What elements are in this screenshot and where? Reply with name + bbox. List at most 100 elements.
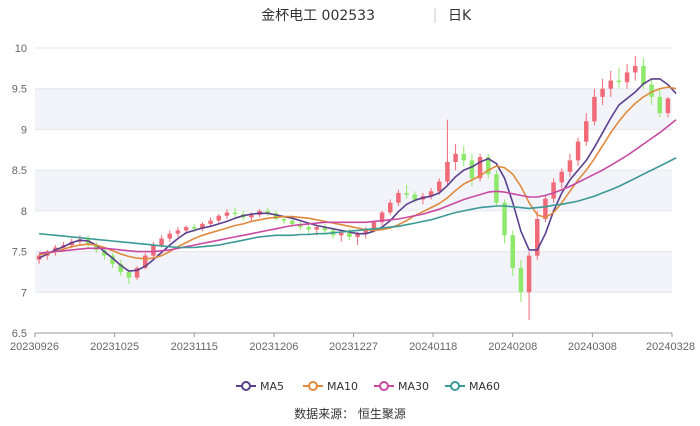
candle bbox=[437, 178, 442, 195]
candle-body bbox=[216, 215, 221, 221]
candle bbox=[567, 153, 573, 177]
candle-body bbox=[102, 249, 107, 256]
candle-body bbox=[600, 88, 605, 97]
candle bbox=[232, 207, 238, 218]
x-tick-label: 20231115 bbox=[171, 341, 218, 353]
candle-body bbox=[306, 227, 311, 230]
y-tick-label: 8 bbox=[21, 206, 27, 218]
candle bbox=[559, 168, 564, 189]
candle bbox=[273, 210, 279, 221]
candle-body bbox=[445, 162, 450, 182]
candle-body bbox=[314, 227, 319, 230]
candle bbox=[624, 64, 630, 89]
candle bbox=[118, 259, 123, 276]
candle bbox=[469, 153, 475, 187]
legend-item-ma5[interactable]: MA5 bbox=[236, 380, 284, 393]
legend-marker-icon bbox=[450, 381, 460, 391]
candle-body bbox=[273, 213, 279, 219]
candle bbox=[510, 230, 515, 276]
candle-body bbox=[298, 223, 303, 228]
candle-body bbox=[151, 245, 156, 256]
candle bbox=[396, 189, 401, 206]
candle-body bbox=[641, 65, 646, 85]
candle-body bbox=[494, 174, 499, 203]
candle-body bbox=[567, 160, 573, 172]
candle-body bbox=[469, 160, 475, 179]
x-tick-label: 20240328 bbox=[646, 341, 695, 353]
legend-marker-icon bbox=[379, 381, 389, 391]
ma30-line bbox=[39, 119, 677, 254]
y-tick-label: 8.5 bbox=[12, 165, 27, 177]
ma5-line bbox=[38, 78, 677, 272]
candle-body bbox=[616, 80, 622, 83]
candle bbox=[657, 88, 662, 118]
candle-body bbox=[322, 227, 328, 231]
candle-body bbox=[265, 210, 270, 214]
candle-body bbox=[404, 192, 409, 195]
candle-body bbox=[543, 198, 548, 219]
candle-body bbox=[249, 214, 254, 218]
candle-body bbox=[575, 141, 581, 161]
legend-label: MA5 bbox=[260, 380, 284, 393]
candle bbox=[216, 214, 221, 224]
grid-bands bbox=[35, 88, 672, 293]
y-tick-label: 9 bbox=[21, 124, 27, 136]
candle bbox=[110, 253, 115, 268]
candle bbox=[167, 230, 172, 242]
candle-body bbox=[649, 84, 654, 97]
candle-body bbox=[192, 227, 197, 229]
candle-body bbox=[608, 80, 613, 89]
data-source: 数据来源： 恒生聚源 bbox=[294, 406, 406, 421]
legend-item-ma60[interactable]: MA60 bbox=[445, 380, 500, 393]
x-tick-label: 20231025 bbox=[90, 341, 139, 353]
candle bbox=[200, 222, 205, 232]
legend: MA5 MA10 MA30 MA60 bbox=[236, 380, 500, 393]
candle-body bbox=[657, 96, 662, 114]
candle-body bbox=[526, 255, 532, 293]
candle bbox=[526, 251, 532, 320]
candle bbox=[379, 210, 385, 226]
candle-body bbox=[633, 65, 638, 73]
x-tick-label: 20240308 bbox=[568, 341, 617, 353]
y-tick-label: 6.5 bbox=[12, 328, 27, 340]
candle-body bbox=[412, 194, 417, 200]
candle-body bbox=[486, 157, 491, 175]
candle-body bbox=[396, 192, 401, 203]
candle bbox=[453, 144, 458, 171]
candle bbox=[306, 223, 311, 234]
candle-body bbox=[592, 96, 597, 122]
candle-body bbox=[110, 255, 115, 264]
candle bbox=[477, 153, 483, 182]
legend-item-ma10[interactable]: MA10 bbox=[303, 380, 358, 393]
candle-body bbox=[559, 171, 564, 183]
candle bbox=[575, 137, 581, 167]
candle bbox=[600, 78, 605, 105]
candle bbox=[665, 96, 671, 118]
candle bbox=[224, 209, 230, 219]
candle-body bbox=[347, 232, 352, 237]
y-tick-label: 9.5 bbox=[12, 84, 27, 96]
y-tick-label: 10 bbox=[15, 43, 27, 55]
ma60-line bbox=[39, 157, 677, 249]
candle-body bbox=[477, 157, 483, 179]
candle bbox=[265, 207, 270, 216]
candle-body bbox=[175, 230, 181, 234]
candle bbox=[494, 170, 499, 207]
candle-body bbox=[224, 212, 230, 216]
y-tick-label: 7.5 bbox=[12, 247, 27, 259]
candle bbox=[445, 119, 450, 185]
candle bbox=[608, 70, 613, 97]
x-tick-label: 20240118 bbox=[409, 341, 457, 353]
candle-body bbox=[126, 271, 132, 278]
legend-label: MA10 bbox=[327, 380, 358, 393]
legend-item-ma30[interactable]: MA30 bbox=[374, 380, 429, 393]
candle-body bbox=[363, 228, 368, 234]
candle-body bbox=[437, 181, 442, 192]
period-label: 日K bbox=[448, 8, 472, 24]
candle bbox=[428, 188, 434, 200]
candle-body bbox=[208, 220, 213, 224]
x-tick-label: 20240208 bbox=[488, 341, 537, 353]
candle-body bbox=[281, 219, 287, 221]
candle-body bbox=[624, 72, 630, 83]
